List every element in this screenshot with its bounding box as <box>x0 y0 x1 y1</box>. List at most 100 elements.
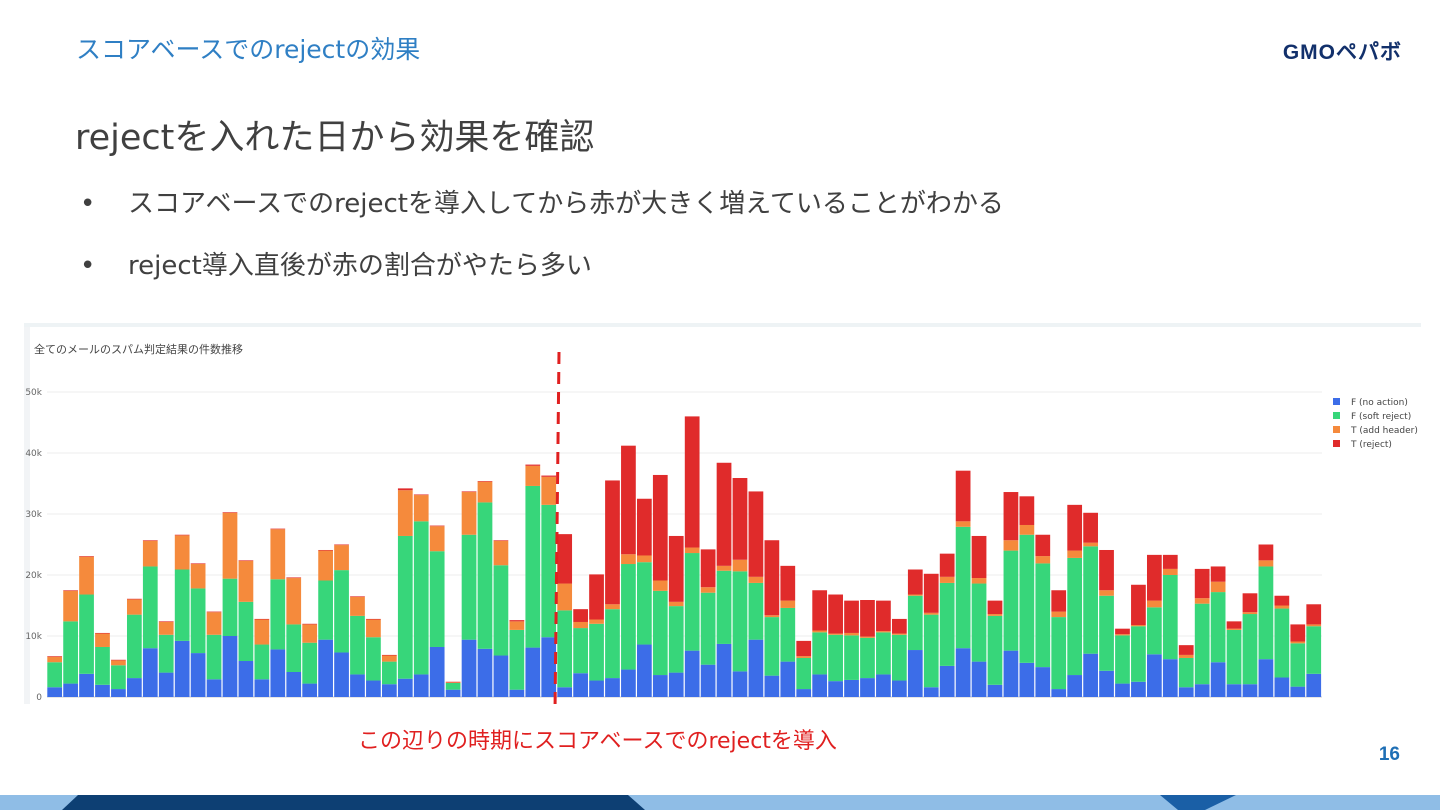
bar-segment <box>95 684 110 697</box>
bar-segment <box>605 609 620 679</box>
bar-segment <box>525 464 541 466</box>
bar-segment <box>254 619 270 645</box>
bar-segment <box>636 562 652 645</box>
bar-segment <box>891 634 907 681</box>
bar-segment <box>812 674 828 697</box>
bar-segment <box>748 576 764 583</box>
bar-segment <box>1099 590 1114 596</box>
bar-segment <box>286 577 302 579</box>
bar-segment <box>158 672 174 697</box>
bar-segment <box>1194 568 1210 599</box>
bullet-text: スコアベースでのrejectを導入してから赤が大きく増えていることがわかる <box>128 189 1004 219</box>
bar-segment <box>1194 603 1210 685</box>
bar-segment <box>652 590 668 676</box>
bar-segment <box>493 540 509 541</box>
bar-segment <box>796 656 812 658</box>
bar-segment <box>589 574 604 620</box>
bar-segment <box>413 495 429 522</box>
bar-segment <box>780 661 796 697</box>
annotation-text: この辺りの時期にスコアベースでのrejectを導入 <box>358 729 837 754</box>
bar-segment <box>334 652 349 697</box>
bar-segment <box>429 525 445 527</box>
bar-segment <box>1242 593 1258 613</box>
bar-segment <box>1178 657 1194 688</box>
bullet-dot-icon: • <box>80 189 96 219</box>
bar-segment <box>1131 584 1146 626</box>
bar-segment <box>1210 581 1226 593</box>
bar-segment <box>939 665 955 697</box>
footer-band <box>0 795 1440 810</box>
bar-segment <box>1131 681 1146 697</box>
bar-segment <box>605 678 620 697</box>
bar-segment <box>684 553 700 651</box>
page-number: 16 <box>1378 744 1400 765</box>
bar-segment <box>700 587 716 593</box>
bar-segment <box>477 648 493 697</box>
bar-segment <box>652 474 668 581</box>
legend-swatch <box>1333 440 1340 447</box>
bar-segment <box>716 643 732 697</box>
bar-segment <box>445 689 461 697</box>
bar-segment <box>636 644 652 697</box>
bar-segment <box>1067 557 1083 676</box>
bar-segment <box>445 681 461 683</box>
bar-segment <box>350 615 365 675</box>
bar-segment <box>79 556 94 595</box>
bar-segment <box>971 583 987 662</box>
bar-segment <box>764 675 780 697</box>
bar-segment <box>509 620 525 622</box>
bar-segment <box>668 535 684 602</box>
y-axis: 0 10k 20k 30k 40k 50k <box>25 388 42 703</box>
bar-segment <box>286 671 302 697</box>
bar-segment <box>844 632 859 636</box>
bar-segment <box>461 534 477 640</box>
y-tick-label: 20k <box>25 571 42 581</box>
bar-segment <box>557 610 573 688</box>
bar-segment <box>1290 643 1306 687</box>
bar-segment <box>923 614 939 688</box>
bar-segment <box>206 679 222 697</box>
bar-segment <box>1051 590 1067 612</box>
bar-segment <box>939 582 955 666</box>
bar-segment <box>812 632 828 675</box>
bar-segment <box>254 618 270 620</box>
bar-segment <box>1242 612 1258 615</box>
bar-segment <box>350 596 365 616</box>
bar-segment <box>907 594 923 596</box>
bar-segment <box>174 569 190 641</box>
bar-segment <box>95 646 110 685</box>
bar-segment <box>716 565 732 571</box>
bar-segment <box>716 570 732 644</box>
bar-segment <box>270 528 286 530</box>
legend-swatch <box>1333 426 1340 433</box>
bar-segment <box>907 650 923 697</box>
bar-segment <box>190 564 206 589</box>
bar-segment <box>1051 689 1067 697</box>
bar-segment <box>891 633 907 635</box>
bar-segment <box>111 689 126 697</box>
bar-segment <box>1067 675 1083 697</box>
bar-segment <box>1290 641 1306 644</box>
bar-segment <box>477 502 493 649</box>
bar-segment <box>238 560 254 602</box>
bar-segment <box>1242 684 1258 697</box>
bar-segment <box>1162 568 1178 575</box>
bar-segment <box>971 661 987 697</box>
bar-segment <box>1115 628 1130 635</box>
bar-segment <box>684 650 700 697</box>
bar-segment <box>573 673 588 697</box>
bar-segment <box>700 664 716 697</box>
bar-segment <box>541 504 557 638</box>
bar-segment <box>621 554 636 565</box>
bar-segment <box>1003 550 1019 651</box>
bar-segment <box>987 600 1003 615</box>
bar-segment <box>971 578 987 584</box>
bar-segment <box>525 465 541 486</box>
bar-segment <box>1162 659 1178 697</box>
bar-segment <box>79 673 94 697</box>
bar-segment <box>541 476 557 505</box>
section-title: スコアベースでのrejectの効果 <box>76 35 421 64</box>
bar-segment <box>366 619 381 638</box>
bar-segment <box>366 680 381 697</box>
bar-segment <box>318 549 333 551</box>
